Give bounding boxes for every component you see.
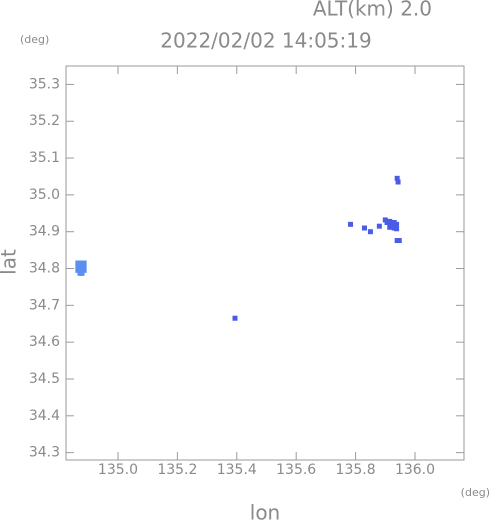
echo-point	[396, 238, 402, 244]
echo-point	[394, 221, 400, 227]
echo-point	[348, 221, 354, 227]
echo-point	[367, 229, 373, 235]
echo-point	[81, 264, 87, 270]
y-tick-label: 34.8	[29, 261, 60, 277]
echo-point	[394, 175, 400, 181]
echo-point	[395, 179, 401, 185]
y-tick-label: 34.4	[29, 408, 60, 424]
x-tick-label: 135.8	[336, 462, 376, 478]
x-unit: (deg)	[461, 486, 490, 499]
y-tick-label: 34.3	[29, 445, 60, 461]
echo-point	[79, 270, 85, 276]
y-tick-label: 35.3	[29, 76, 60, 92]
y-tick-label: 34.5	[29, 371, 60, 387]
echo-point	[384, 219, 390, 225]
echo-point	[376, 223, 382, 229]
x-tick-label: 136.0	[395, 462, 435, 478]
y-tick-label: 34.9	[29, 224, 60, 240]
y-tick-label: 35.1	[29, 150, 60, 166]
y-tick-label: 35.0	[29, 187, 60, 203]
echo-point	[394, 226, 400, 232]
y-axis-label: lat	[0, 249, 21, 275]
x-tick-label: 135.4	[217, 462, 257, 478]
y-unit: (deg)	[20, 33, 49, 46]
x-tick-label: 135.2	[157, 462, 197, 478]
echo-point	[382, 217, 388, 223]
chart-title: 2022/02/02 14:05:19	[160, 29, 371, 53]
echo-point	[81, 267, 87, 273]
y-tick-label: 35.2	[29, 113, 60, 129]
x-axis-label: lon	[250, 501, 280, 521]
y-tick-label: 34.7	[29, 297, 60, 313]
echo-point	[387, 218, 393, 224]
echo-point	[362, 225, 367, 231]
x-tick-label: 135.0	[98, 462, 138, 478]
y-tick-label: 34.6	[29, 334, 60, 350]
echo-point	[81, 260, 87, 266]
subtitle: ALT(km) 2.0	[313, 0, 432, 21]
plot-frame	[65, 65, 465, 461]
echo-point	[232, 315, 238, 321]
x-tick-label: 135.6	[276, 462, 316, 478]
echo-point	[387, 224, 393, 230]
